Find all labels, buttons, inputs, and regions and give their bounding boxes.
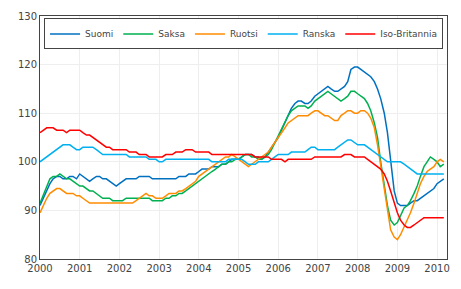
svg-text:100: 100: [18, 156, 37, 167]
svg-text:2001: 2001: [67, 263, 92, 274]
svg-text:Ranska: Ranska: [303, 29, 336, 39]
svg-text:80: 80: [24, 254, 37, 265]
svg-text:2010: 2010: [424, 263, 449, 274]
svg-text:2003: 2003: [146, 263, 171, 274]
svg-text:2007: 2007: [305, 263, 330, 274]
svg-text:2000: 2000: [27, 263, 52, 274]
svg-text:Ruotsi: Ruotsi: [230, 29, 258, 39]
svg-text:90: 90: [24, 205, 37, 216]
svg-text:2006: 2006: [266, 263, 291, 274]
svg-text:2009: 2009: [385, 263, 410, 274]
svg-text:Iso-Britannia: Iso-Britannia: [380, 29, 437, 39]
svg-text:2008: 2008: [345, 263, 370, 274]
svg-text:110: 110: [18, 108, 37, 119]
svg-text:Suomi: Suomi: [85, 29, 113, 39]
svg-text:2005: 2005: [226, 263, 251, 274]
svg-text:Saksa: Saksa: [158, 29, 185, 39]
svg-text:120: 120: [18, 59, 37, 70]
svg-text:130: 130: [18, 11, 37, 22]
svg-text:2004: 2004: [186, 263, 211, 274]
svg-text:2002: 2002: [107, 263, 132, 274]
